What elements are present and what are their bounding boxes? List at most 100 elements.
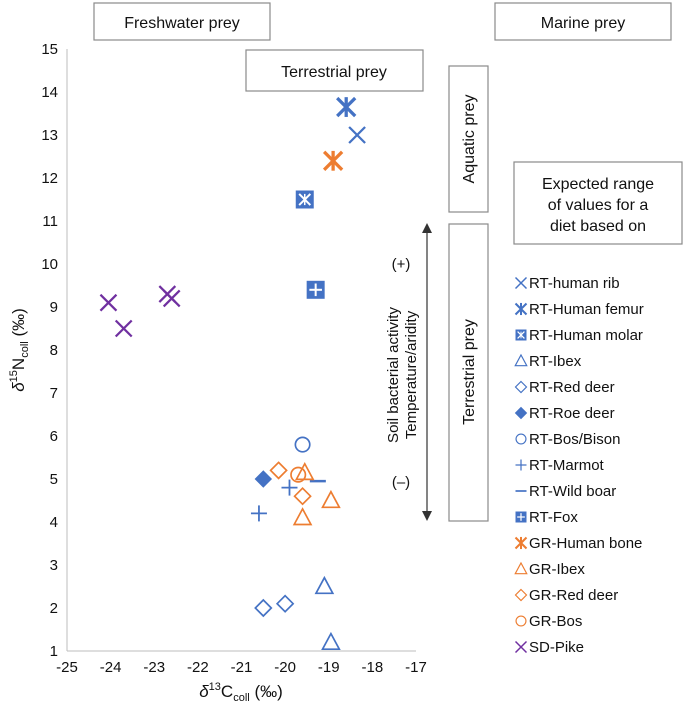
legend-marker — [514, 561, 528, 575]
freshwater-label: Freshwater prey — [124, 15, 240, 32]
expected-line-3: diet based on — [550, 218, 646, 235]
y-tick-label: 7 — [50, 385, 58, 402]
legend-item-rt-roe-deer: RT-Roe deer — [514, 405, 615, 422]
legend-item-rt-human-rib: RT-human rib — [514, 275, 620, 292]
point-rt-ibex — [314, 575, 335, 595]
point-rt-bos-bison — [294, 436, 311, 453]
legend-item-rt-wild-boar: RT-Wild boar — [515, 483, 616, 500]
legend-marker — [514, 302, 528, 316]
arrow-minus-label: (–) — [392, 474, 410, 491]
x-tick-label: -18 — [362, 659, 384, 676]
point-rt-marmot — [250, 505, 267, 522]
point-rt-marmot — [281, 479, 298, 496]
y-tick-label: 1 — [50, 643, 58, 660]
x-tick-label: -20 — [274, 659, 296, 676]
legend-item-rt-marmot: RT-Marmot — [515, 457, 605, 474]
legend-label: RT-Wild boar — [529, 483, 616, 500]
y-axis-title: δ15Ncoll (‰) — [8, 308, 31, 392]
legend-marker — [515, 433, 527, 445]
expected-line-2: of values for a — [548, 197, 649, 214]
point-sd-pike — [162, 289, 181, 308]
y-tick-label: 8 — [50, 342, 58, 359]
legend-marker — [514, 276, 528, 290]
y-tick-label: 5 — [50, 471, 58, 488]
point-rt-roe-deer — [254, 470, 273, 488]
expected-range-box: Expected range of values for a diet base… — [513, 161, 683, 245]
x-tick-label: -24 — [100, 659, 122, 676]
point-gr-bos — [290, 466, 307, 483]
x-tick-label: -21 — [231, 659, 253, 676]
legend-label: RT-Bos/Bison — [529, 431, 620, 448]
legend-marker — [515, 511, 527, 523]
arrow-plus-label: (+) — [392, 256, 411, 273]
x-tick-labels: -25 -24 -23 -22 -21 -20 -19 -18 -17 — [56, 659, 427, 676]
legend-label: GR-Red deer — [529, 587, 618, 604]
legend-label: RT-Human molar — [529, 327, 643, 344]
arrow-label-line-2: Temperature/aridity — [403, 310, 420, 439]
marine-box: Marine prey — [494, 2, 672, 41]
x-tick-label: -17 — [405, 659, 427, 676]
aquatic-box: Aquatic prey — [448, 65, 489, 213]
point-rt-red-deer — [254, 598, 273, 618]
legend-item-rt-fox: RT-Fox — [515, 509, 578, 526]
legend-marker — [515, 615, 527, 627]
legend-label: RT-Fox — [529, 509, 578, 526]
legend-item-rt-human-molar: RT-Human molar — [515, 327, 643, 344]
legend-label: GR-Human bone — [529, 535, 642, 552]
legend-label: GR-Ibex — [529, 561, 585, 578]
y-tick-label: 6 — [50, 428, 58, 445]
legend-item-gr-bos: GR-Bos — [515, 613, 582, 630]
legend-label: RT-Marmot — [529, 457, 605, 474]
point-gr-ibex — [321, 489, 341, 509]
point-rt-red-deer — [275, 594, 295, 613]
legend-marker — [514, 380, 528, 394]
marine-label: Marine prey — [541, 15, 625, 32]
legend: RT-human rib RT-Human femur RT-Human molar… — [514, 275, 644, 656]
legend-marker — [514, 640, 528, 654]
legend-label: RT-Roe deer — [529, 405, 615, 422]
gradient-arrow — [422, 223, 432, 521]
legend-item-rt-human-femur: RT-Human femur — [514, 301, 644, 318]
legend-marker — [515, 329, 527, 341]
y-tick-label: 11 — [42, 213, 58, 230]
y-tick-label: 15 — [41, 41, 58, 58]
terrestrial-side-box: Terrestrial prey — [448, 223, 489, 522]
y-tick-label: 9 — [50, 299, 58, 316]
legend-label: GR-Bos — [529, 613, 582, 630]
y-tick-label: 10 — [41, 256, 58, 273]
freshwater-box: Freshwater prey — [93, 2, 271, 41]
point-sd-pike — [114, 319, 133, 338]
point-rt-human-rib — [348, 126, 366, 144]
legend-marker — [514, 406, 528, 420]
legend-item-rt-red-deer: RT-Red deer — [514, 379, 615, 396]
legend-marker — [515, 459, 527, 471]
legend-item-rt-ibex: RT-Ibex — [514, 353, 582, 370]
legend-item-gr-red-deer: GR-Red deer — [514, 587, 618, 604]
y-tick-label: 2 — [50, 600, 58, 617]
y-tick-label: 3 — [50, 557, 58, 574]
legend-item-sd-pike: SD-Pike — [514, 639, 584, 656]
point-gr-human-bone — [322, 150, 344, 171]
legend-label: RT-Ibex — [529, 353, 582, 370]
x-tick-label: -22 — [187, 659, 209, 676]
legend-marker — [514, 353, 528, 367]
legend-label: SD-Pike — [529, 639, 584, 656]
terrestrial-side-label: Terrestrial prey — [461, 319, 478, 425]
legend-item-gr-human-bone: GR-Human bone — [514, 535, 642, 552]
legend-marker — [514, 588, 528, 602]
data-points — [99, 96, 366, 651]
y-tick-label: 14 — [41, 84, 58, 101]
y-tick-label: 12 — [41, 170, 58, 187]
legend-label: RT-Human femur — [529, 301, 644, 318]
legend-item-gr-ibex: GR-Ibex — [514, 561, 585, 578]
point-sd-pike — [99, 293, 118, 312]
terrestrial-top-label: Terrestrial prey — [281, 64, 387, 81]
y-tick-label: 4 — [50, 514, 58, 531]
point-gr-red-deer — [269, 461, 288, 480]
point-gr-ibex — [292, 507, 313, 526]
legend-label: RT-Red deer — [529, 379, 615, 396]
legend-marker — [514, 536, 528, 550]
point-rt-human-molar — [295, 190, 314, 209]
